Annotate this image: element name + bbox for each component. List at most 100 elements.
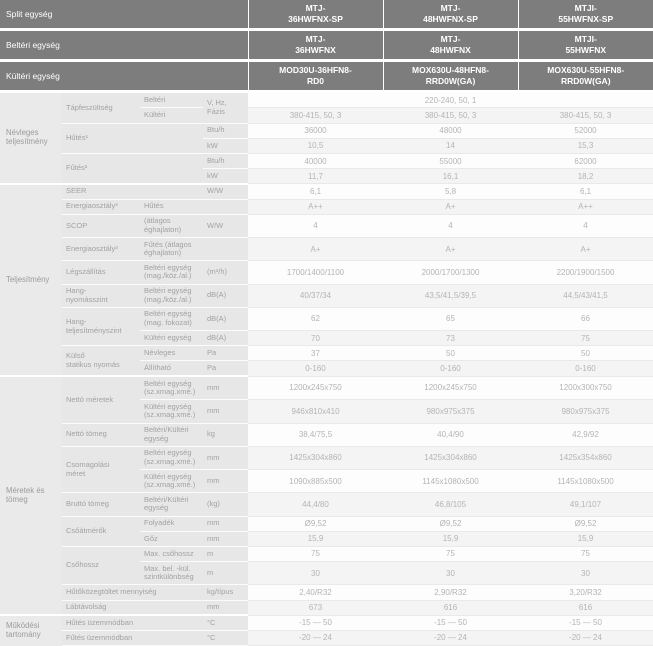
value-cell: 43,5/41,5/39,5 — [383, 284, 518, 308]
sub-label-cell: Beltéri egység (mag./köz./al.) — [140, 284, 203, 308]
value-cell: 2000/1700/1300 — [383, 260, 518, 285]
value-cell: 14 — [383, 138, 518, 155]
table-row: Energiaosztály³ Fűtés (átlagos éghajlaton… — [0, 237, 653, 262]
value-cell: 50 — [518, 345, 653, 362]
sub-label-cell: Beltéri/Kültéri egység — [140, 423, 203, 447]
table-row: SCOP (átlagos éghajlaton) W/W 4 4 4 — [0, 214, 653, 239]
value-cell: 673 — [248, 600, 383, 616]
value-cell: 42,9/92 — [518, 423, 653, 447]
unit-cell: kg/típus — [203, 584, 248, 601]
table-row: Hűtőközegtöltet mennyiség kg/típus 2,40/R3… — [0, 584, 653, 601]
value-cell: 75 — [383, 546, 518, 563]
value-cell: 6,1 — [248, 183, 383, 200]
row-label-cell: Nettó méretek — [62, 375, 140, 424]
unit-cell: V, Hz, Fázis — [203, 91, 248, 124]
value-cell: 5,8 — [383, 183, 518, 200]
value-cell: 220-240, 50, 1 — [248, 91, 653, 109]
header-row: Split egység MTJ- 36HWFNX-SP MTJ- 48HWFNX-… — [0, 0, 653, 32]
unit-cell: m — [203, 546, 248, 563]
value-cell: 3,20/R32 — [518, 584, 653, 601]
table-row: Gőz mm 15,9 15,9 15,9 — [0, 531, 653, 547]
row-label-cell: Légszállítás — [62, 260, 140, 285]
value-cell: 40,4/90 — [383, 423, 518, 447]
row-label-cell: Hang- teljesítményszint — [62, 307, 140, 347]
value-cell: 15,9 — [248, 531, 383, 547]
header-label-cell: Kültéri egység — [0, 60, 249, 94]
table-row: Kültéri 380-415, 50, 3 380-415, 50, 3 380-4… — [0, 107, 653, 124]
value-cell: 1425x304x860 — [383, 446, 518, 471]
value-cell: 616 — [383, 600, 518, 616]
table-row: kW 11,7 16,1 18,2 — [0, 168, 653, 185]
value-cell: 49,1/107 — [518, 492, 653, 517]
table-row: Kültéri egység (sz.xmag.xmé.) mm 1090x885x… — [0, 469, 653, 494]
sub-label-cell: Beltéri egység (sz.xmag.xmé.) — [140, 375, 203, 401]
value-cell: A++ — [518, 199, 653, 215]
value-cell: 1200x245x750 — [248, 375, 383, 401]
value-cell: A+ — [248, 237, 383, 262]
value-cell: 40/37/34 — [248, 284, 383, 308]
unit-cell: Btu/h — [203, 123, 248, 139]
group-cell: Működési tartomány — [0, 614, 62, 646]
value-cell: 15,9 — [383, 531, 518, 547]
value-cell: 30 — [518, 561, 653, 586]
value-cell: 980x975x375 — [383, 399, 518, 424]
value-cell: 55000 — [383, 153, 518, 170]
unit-cell: kW — [203, 138, 248, 155]
value-cell: 0-160 — [383, 360, 518, 377]
row-label-cell: Hűtés üzemmódban — [62, 614, 203, 631]
header-row: Kültéri egység MOD30U-36HFN8- RD0 MOX630U-… — [0, 60, 653, 94]
unit-cell: °C — [203, 630, 248, 646]
value-cell: 66 — [518, 307, 653, 332]
value-cell: 75 — [518, 330, 653, 347]
model-name-cell: MTJ- 36HWFNX — [248, 29, 384, 63]
row-label-cell: Tápfeszültség — [62, 91, 140, 124]
row-label-cell: Csőátmérők — [62, 516, 140, 547]
value-cell: 4 — [383, 214, 518, 239]
sub-label-cell: Beltéri egység (sz.xmag.xmé.) — [140, 446, 203, 471]
value-cell: 1090x885x500 — [248, 469, 383, 494]
sub-label-cell: Beltéri egység (mag. fokozat) — [140, 307, 203, 332]
table-row: Lábtávolság mm 673 616 616 — [0, 600, 653, 616]
table-row: Bruttó tömeg Beltéri/Kültéri egység (kg) 44… — [0, 492, 653, 517]
unit-cell: mm — [203, 516, 248, 532]
header-label-cell: Split egység — [0, 0, 249, 32]
row-label-cell: Lábtávolság — [62, 600, 203, 616]
group-cell: Méretek és tömeg — [0, 375, 62, 616]
unit-cell: kg — [203, 423, 248, 447]
table-row: Csőátmérők Folyadék mm Ø9,52 Ø9,52 Ø9,52 — [0, 516, 653, 547]
row-label-cell: Energiaosztály³ — [62, 237, 140, 262]
row-label-cell: SCOP — [62, 214, 140, 239]
value-cell: 380-415, 50, 3 — [248, 107, 383, 124]
model-name-cell: MTJ- 36HWFNX-SP — [248, 0, 384, 32]
value-cell: A++ — [248, 199, 383, 215]
model-name-cell: MOD30U-36HFN8- RD0 — [248, 60, 384, 94]
unit-cell: W/W — [203, 182, 248, 200]
table-row: Nettó tömeg Beltéri/Kültéri egység kg 38,4/… — [0, 423, 653, 447]
unit-cell: m — [203, 561, 248, 586]
value-cell: 1145x1080x500 — [518, 469, 653, 494]
value-cell: 44,5/43/41,5 — [518, 284, 653, 308]
sub-label-cell: Beltéri — [140, 91, 203, 109]
value-cell: 1700/1400/1100 — [248, 260, 383, 285]
model-name-cell: MTJI- 55HWFNX-SP — [518, 0, 653, 32]
value-cell: A+ — [383, 199, 518, 215]
table-row: Névleges teljesítmény Tápfeszültség Beltér… — [0, 91, 653, 184]
sub-label-cell: Kültéri egység (sz.xmag.xmé.) — [140, 469, 203, 494]
table-row: kW 10,5 14 15,3 — [0, 138, 653, 155]
unit-cell: (kg) — [203, 492, 248, 517]
unit-cell: dB(A) — [203, 284, 248, 308]
unit-cell: Pa — [203, 345, 248, 362]
value-cell: 36000 — [248, 123, 383, 139]
table-row: Fűtés² Btu/h 40000 55000 62000 — [0, 153, 653, 185]
row-label-cell: Hang- nyomásszint — [62, 284, 140, 308]
model-name-cell: MTJI- 55HWFNX — [518, 29, 653, 63]
value-cell: 75 — [248, 546, 383, 563]
unit-cell: mm — [203, 531, 248, 547]
value-cell: 380-415, 50, 3 — [518, 107, 653, 124]
table-row: Működési tartomány Hűtés üzemmódban °C -15 … — [0, 614, 653, 646]
row-label-cell: Fűtés üzemmódban — [62, 630, 203, 646]
value-cell: 946x810x410 — [248, 399, 383, 424]
row-label-cell: Energiaosztály³ — [62, 199, 140, 215]
row-label-cell: Hűtés¹ — [62, 123, 203, 155]
